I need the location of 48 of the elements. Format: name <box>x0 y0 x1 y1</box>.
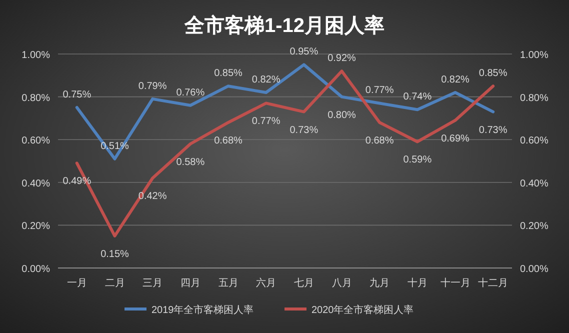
y2-tick-label: 0.00% <box>520 264 548 275</box>
data-label: 0.15% <box>100 248 130 260</box>
data-label: 0.82% <box>441 74 470 86</box>
y-tick-label: 0.00% <box>22 264 50 275</box>
data-label: 0.73% <box>478 124 508 136</box>
y-tick-label: 0.80% <box>22 92 50 104</box>
x-tick-label: 九月 <box>370 277 390 289</box>
data-label: 0.82% <box>252 74 280 86</box>
y2-tick-label: 0.40% <box>520 178 548 190</box>
x-tick-label: 五月 <box>218 278 238 289</box>
x-tick-label: 三月 <box>142 278 163 289</box>
y-tick-label: 1.00% <box>22 50 50 61</box>
legend-label: 2019年全市客梯困人率 <box>152 304 254 316</box>
data-label: 0.85% <box>478 68 508 80</box>
x-tick-label: 六月 <box>256 277 276 289</box>
y2-tick-label: 0.20% <box>520 221 548 232</box>
data-label: 0.79% <box>138 80 167 92</box>
data-label: 0.58% <box>176 156 205 168</box>
data-label: 0.75% <box>62 90 92 100</box>
data-label: 0.77% <box>365 85 394 96</box>
x-tick-label: 七月 <box>294 277 314 289</box>
data-label: 0.68% <box>365 135 394 146</box>
data-label: 0.85% <box>214 68 243 80</box>
data-label: 0.68% <box>214 135 243 146</box>
y2-tick-label: 0.60% <box>520 136 548 147</box>
y2-tick-label: 0.80% <box>520 92 548 104</box>
data-label: 0.59% <box>403 154 432 166</box>
data-label: 0.73% <box>290 124 318 136</box>
chart-title: 全市客梯1-12月困人率 <box>183 14 385 37</box>
data-label: 0.74% <box>403 92 432 103</box>
y-tick-label: 0.20% <box>22 221 50 232</box>
y-tick-label: 0.60% <box>22 136 50 147</box>
legend-label: 2020年全市客梯困人率 <box>312 304 414 316</box>
data-label: 0.95% <box>290 46 318 58</box>
y2-tick-label: 1.00% <box>520 50 548 61</box>
data-label: 0.76% <box>176 87 205 98</box>
x-tick-label: 八月 <box>332 278 352 289</box>
data-label: 0.80% <box>328 110 356 121</box>
data-label: 0.92% <box>328 53 356 64</box>
x-tick-label: 十月 <box>407 277 428 289</box>
x-tick-label: 一月 <box>66 278 87 289</box>
x-tick-label: 二月 <box>104 278 125 289</box>
x-tick-label: 十一月 <box>440 277 470 289</box>
data-label: 0.69% <box>441 133 470 144</box>
data-label: 0.77% <box>252 116 280 128</box>
x-tick-label: 四月 <box>180 278 200 289</box>
x-tick-label: 十二月 <box>478 277 508 289</box>
y-tick-label: 0.40% <box>22 178 50 190</box>
